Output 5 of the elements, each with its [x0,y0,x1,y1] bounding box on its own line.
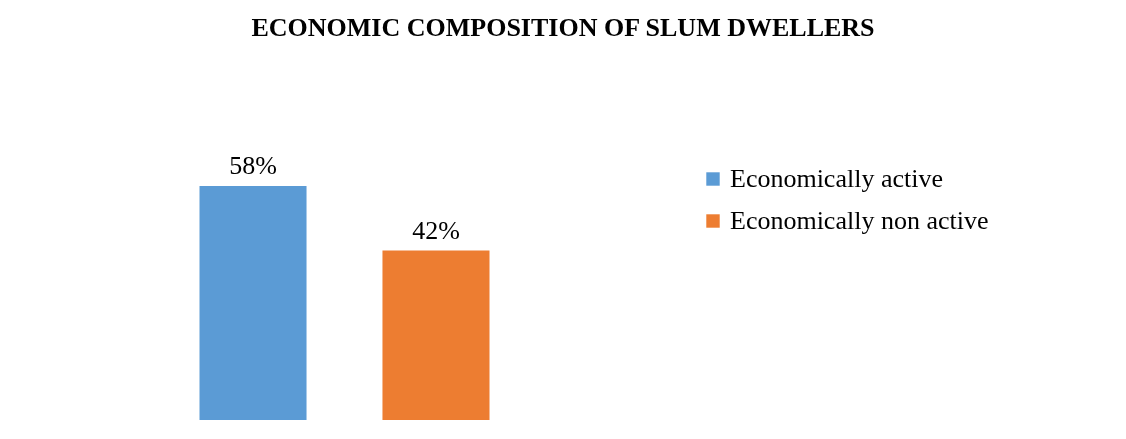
text: ECONOMIC COMPOSITION OF SLUM DWELLERS [251,13,875,42]
legend-label: Economically non active [730,206,989,235]
data-label: 58% [229,151,277,180]
legend-label: Economically active [730,164,943,193]
data-label: 42% [412,215,460,245]
